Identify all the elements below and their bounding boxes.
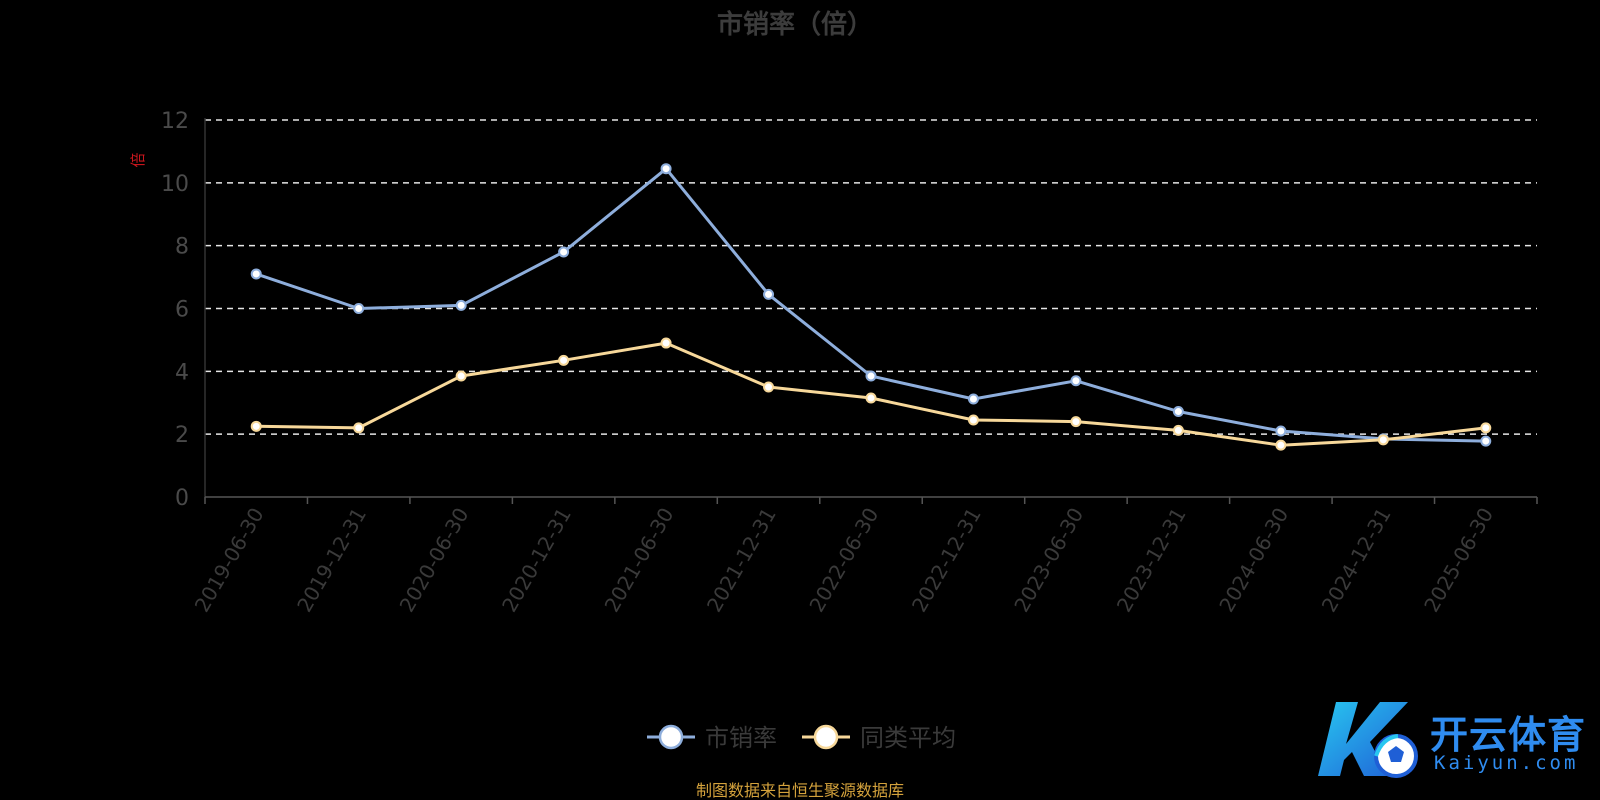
data-point[interactable] (1480, 422, 1492, 434)
brand-logo-icon (1318, 702, 1418, 778)
axis-layer: 0 2 4 6 8 10 12 2019-06-30 2019-12-31 2020-06-30 2… (161, 109, 1538, 617)
data-point[interactable] (455, 370, 467, 382)
legend-label: 同类平均 (860, 724, 956, 752)
data-point[interactable] (558, 354, 570, 366)
brand-name-cn: 开云体育 (1430, 713, 1587, 757)
data-point[interactable] (967, 414, 979, 426)
x-tick-label: 2019-06-30 (190, 504, 269, 617)
y-tick-label: 2 (175, 423, 189, 448)
data-point[interactable] (763, 288, 775, 300)
data-point[interactable] (1172, 406, 1184, 418)
grid-layer (205, 119, 1537, 435)
y-tick-label: 4 (175, 360, 189, 385)
x-tick-label: 2021-12-31 (702, 504, 781, 617)
data-point[interactable] (1070, 416, 1082, 428)
data-point[interactable] (1377, 434, 1389, 446)
series-2 (250, 337, 1492, 451)
brand-name-en: Kaiyun.com (1434, 752, 1579, 774)
legend-marker (658, 724, 684, 750)
legend[interactable]: 市销率 同类平均 (647, 724, 956, 752)
x-tick-label: 2020-06-30 (395, 503, 474, 616)
data-point[interactable] (558, 246, 570, 258)
data-point[interactable] (763, 381, 775, 393)
data-point[interactable] (1275, 439, 1287, 451)
data-point[interactable] (353, 422, 365, 434)
data-point[interactable] (1275, 425, 1287, 437)
x-tick-label: 2022-06-30 (804, 504, 883, 617)
y-tick-label: 6 (175, 298, 189, 323)
y-tick-label: 0 (175, 486, 189, 511)
x-tick-label: 2023-06-30 (1009, 504, 1088, 617)
x-tick-label: 2020-12-31 (497, 504, 576, 617)
source-note: 制图数据来自恒生聚源数据库 (696, 781, 904, 800)
legend-item[interactable]: 同类平均 (802, 724, 956, 752)
series-1 (250, 163, 1492, 447)
x-tick-label: 2022-12-31 (907, 504, 986, 617)
y-tick-label: 12 (161, 109, 189, 134)
series-layer (250, 163, 1492, 451)
x-tick-label: 2024-12-31 (1317, 504, 1396, 617)
y-tick-label: 8 (175, 235, 189, 260)
x-tick-label: 2021-06-30 (600, 504, 679, 617)
x-tick-label: 2023-12-31 (1112, 504, 1191, 617)
legend-marker (813, 724, 839, 750)
data-point[interactable] (455, 299, 467, 311)
data-point[interactable] (1480, 435, 1492, 447)
x-tick-label: 2025-06-30 (1419, 504, 1498, 617)
data-point[interactable] (250, 420, 262, 432)
data-point[interactable] (967, 393, 979, 405)
brand-watermark: 开云体育 Kaiyun.com (1318, 698, 1593, 780)
y-tick-label: 10 (161, 172, 189, 197)
data-point[interactable] (1070, 375, 1082, 387)
data-point[interactable] (353, 303, 365, 314)
x-tick-label: 2019-12-31 (292, 504, 371, 617)
y-axis-unit-label: 倍 (129, 152, 147, 167)
x-tick-label: 2024-06-30 (1214, 504, 1293, 617)
data-point[interactable] (1172, 424, 1184, 436)
chart-title: 市销率（倍） (717, 9, 873, 40)
data-point[interactable] (660, 163, 672, 175)
legend-label: 市销率 (705, 724, 777, 752)
data-point[interactable] (865, 392, 877, 404)
data-point[interactable] (660, 337, 672, 349)
data-point[interactable] (865, 370, 877, 382)
data-point[interactable] (250, 268, 262, 280)
legend-item[interactable]: 市销率 (647, 724, 777, 752)
